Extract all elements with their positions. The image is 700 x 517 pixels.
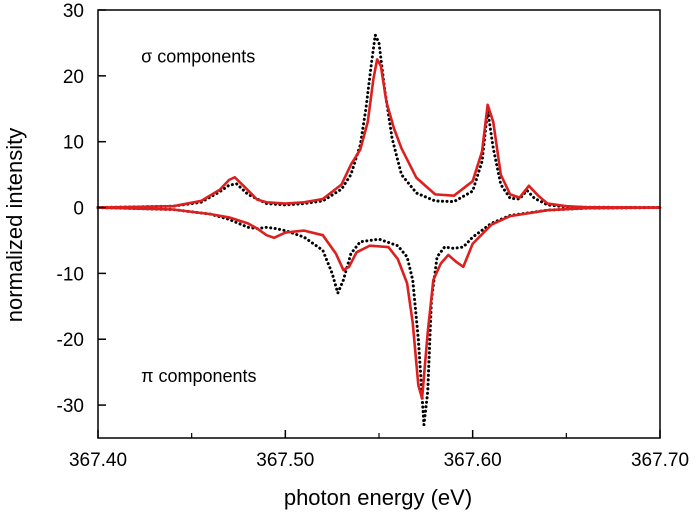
y-tick-label: 20: [63, 67, 84, 88]
x-tick-label: 367.70: [631, 450, 689, 471]
y-tick-label: 30: [63, 1, 84, 22]
x-tick-label: 367.60: [444, 450, 502, 471]
red-sigma-series-line: [96, 58, 662, 209]
y-axis-title: normalized intensity: [2, 128, 27, 322]
y-tick-label: -20: [57, 330, 84, 351]
x-tick-label: 367.50: [256, 450, 314, 471]
sigma-components-label: σ components: [141, 47, 255, 67]
dotted-pi-series-line: [96, 206, 662, 427]
series-layer: [96, 33, 662, 427]
x-axis-title: photon energy (eV): [284, 485, 472, 510]
y-tick-label: 10: [63, 133, 84, 154]
tick-layer: -30 -20 -10 0 10 20 30 367.40 367.50 367.60 367.70: [57, 1, 690, 471]
y-tick-label: -30: [57, 396, 84, 417]
y-tick-label: 0: [73, 199, 84, 220]
x-tick-label: 367.40: [69, 450, 127, 471]
red-pi-series-line: [96, 206, 662, 400]
pi-components-label: π components: [141, 366, 256, 386]
y-tick-label: -10: [57, 264, 84, 285]
